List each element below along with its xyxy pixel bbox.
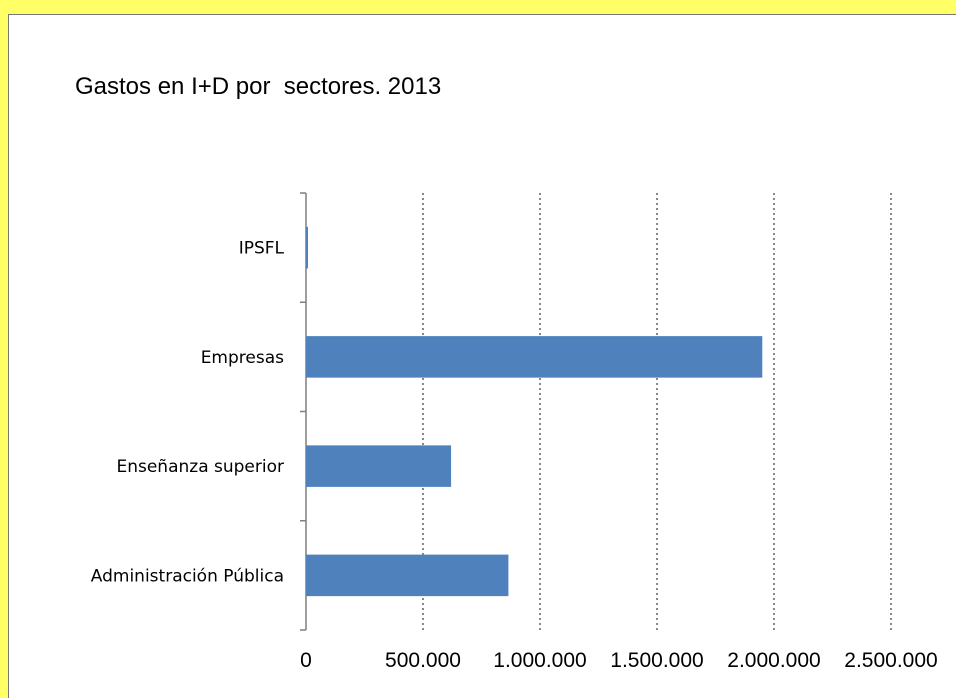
x-tick-label: 2.500.000: [844, 649, 937, 672]
bar: [306, 226, 308, 269]
category-label: Enseñanza superior: [116, 457, 284, 477]
x-tick-label: 500.000: [385, 649, 461, 672]
bar: [306, 445, 452, 487]
category-label: Empresas: [201, 348, 284, 368]
category-label: IPSFL: [239, 239, 285, 259]
x-tick-label: 1.500.000: [610, 649, 703, 672]
bar: [306, 336, 763, 378]
x-tick-label: 1.000.000: [493, 649, 586, 672]
x-tick-label: 2.000.000: [727, 649, 820, 672]
x-tick-label: 0: [300, 649, 312, 672]
bar: [306, 554, 509, 597]
category-label: Administración Pública: [91, 566, 284, 586]
chart-title: Gastos en I+D por sectores. 2013: [75, 73, 442, 100]
